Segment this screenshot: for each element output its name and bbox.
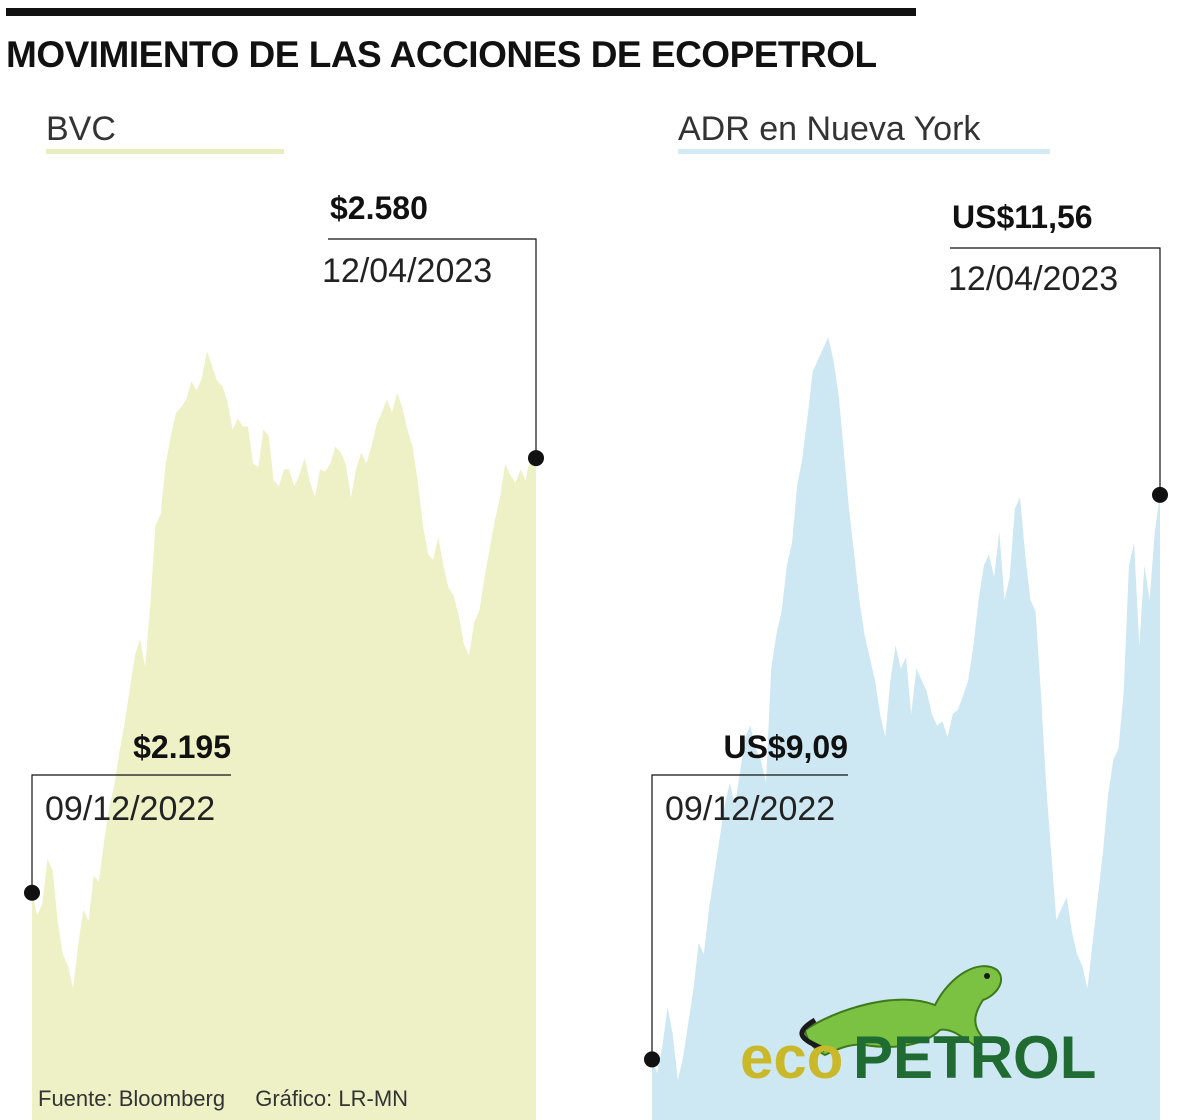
graphic-credit: Gráfico: LR-MN (255, 1086, 409, 1111)
footer: Fuente: Bloomberg Gráfico: LR-MN (38, 1086, 432, 1112)
adr-start-leader-line (651, 774, 848, 1060)
bvc-start-point (24, 884, 40, 901)
iguana-icon (799, 965, 1002, 1057)
adr-start-value-label: US$9,09 (723, 729, 848, 765)
bvc-end-date-label: 12/04/2023 (322, 252, 492, 290)
ecopetrol-logo: eco PETROL (740, 965, 1096, 1090)
adr-start-point (644, 1051, 660, 1068)
page-title: MOVIMIENTO DE LAS ACCIONES DE ECOPETROL (6, 34, 877, 75)
bvc-end-leader-line (328, 238, 537, 459)
bvc-start-value-label: $2.195 (133, 729, 231, 765)
adr-chart: US$9,09 09/12/2022 US$11,56 12/04/2023 (644, 199, 1168, 1120)
bvc-panel-label: BVC (46, 110, 116, 148)
bvc-panel-underline (46, 149, 284, 154)
top-rule (6, 8, 916, 16)
bvc-end-value-label: $2.580 (330, 190, 428, 226)
logo-text-petrol: PETROL (853, 1024, 1096, 1090)
adr-start-date-label: 09/12/2022 (665, 790, 835, 828)
bvc-start-leader-line (31, 774, 231, 893)
adr-end-value-label: US$11,56 (952, 199, 1093, 235)
bvc-start-date-label: 09/12/2022 (45, 790, 215, 828)
adr-end-date-label: 12/04/2023 (948, 260, 1118, 298)
bvc-area-series (32, 350, 536, 1120)
logo-text-eco: eco (740, 1024, 843, 1090)
bvc-chart: $2.195 09/12/2022 $2.580 12/04/2023 (24, 190, 544, 1120)
adr-end-point (1152, 486, 1168, 503)
adr-end-leader-line (950, 247, 1161, 495)
adr-panel-underline (678, 149, 1050, 154)
adr-area-series (652, 337, 1160, 1120)
bvc-end-point (528, 450, 544, 467)
adr-panel-label: ADR en Nueva York (678, 110, 981, 148)
source-credit: Fuente: Bloomberg (38, 1086, 226, 1111)
